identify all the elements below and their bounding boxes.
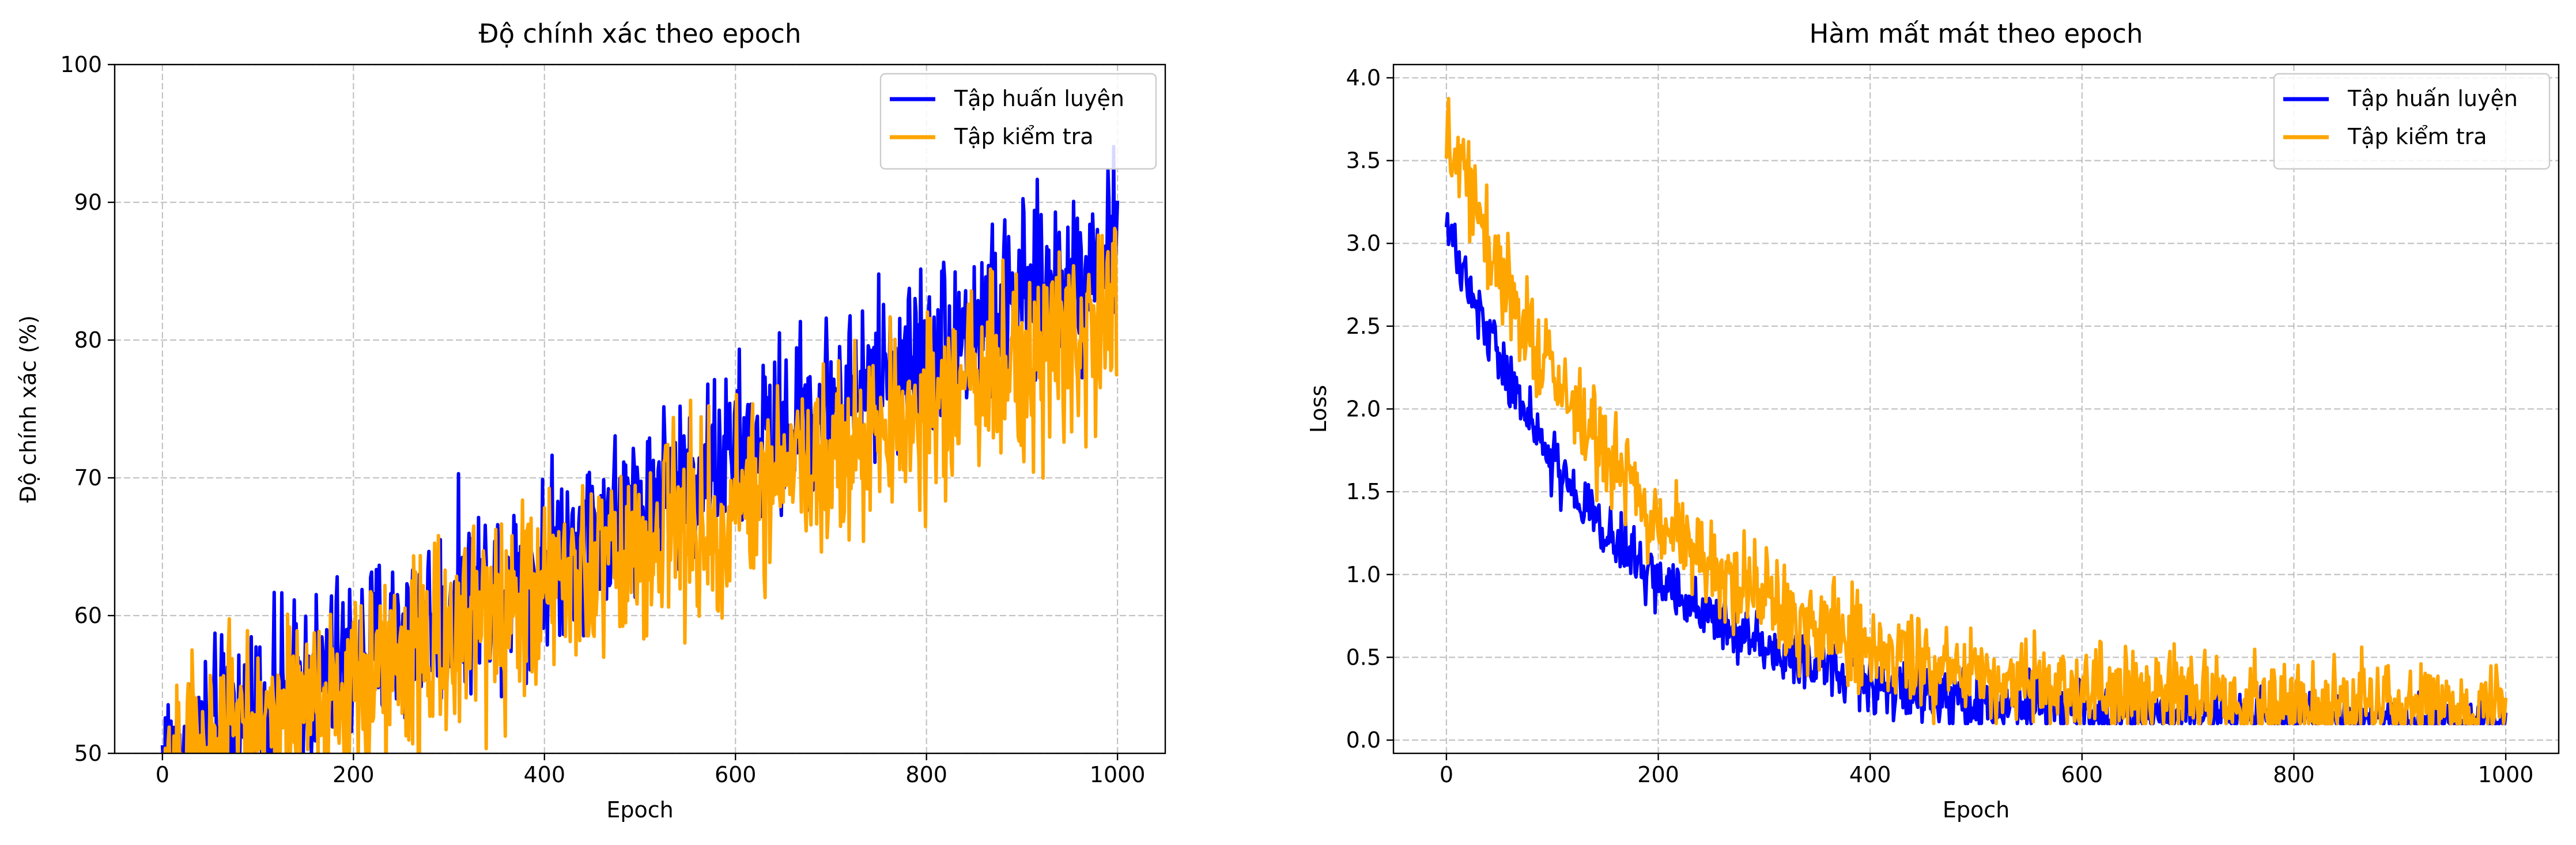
x-tick-label: 0 <box>1440 762 1453 787</box>
x-tick-label: 0 <box>156 762 169 787</box>
axes-frame <box>114 63 1166 755</box>
y-tick-label: 90 <box>74 190 102 215</box>
x-tick-label: 200 <box>1637 762 1679 787</box>
x-tick-label: 400 <box>1849 762 1891 787</box>
y-tick-label: 0.5 <box>1346 644 1381 670</box>
y-tick-label: 2.0 <box>1346 397 1381 422</box>
x-tick-label: 200 <box>333 762 375 787</box>
legend: Tập huấn luyện Tập kiểm tra <box>879 73 1157 170</box>
x-tick-label: 800 <box>2273 762 2315 787</box>
legend: Tập huấn luyện Tập kiểm tra <box>2273 73 2551 170</box>
x-tick-label: 600 <box>715 762 757 787</box>
y-tick-label: 80 <box>74 327 102 353</box>
x-tick-label: 1000 <box>1090 762 1146 787</box>
y-tick-label: 100 <box>60 52 102 77</box>
legend-label: Tập kiểm tra <box>954 124 1094 149</box>
y-tick-label: 1.0 <box>1346 562 1381 587</box>
y-tick-label: 3.0 <box>1346 231 1381 256</box>
legend-label: Tập huấn luyện <box>954 86 1124 111</box>
x-tick-label: 400 <box>524 762 566 787</box>
y-tick-label: 50 <box>74 741 102 766</box>
chart-title: Hàm mất mát theo epoch <box>1809 18 2143 49</box>
legend-label: Tập kiểm tra <box>2347 124 2487 149</box>
x-axis-label: Epoch <box>1943 797 2010 823</box>
grid <box>1393 65 2559 753</box>
x-axis-label: Epoch <box>606 797 673 823</box>
x-tick-label: 600 <box>2061 762 2103 787</box>
y-tick-label: 60 <box>74 603 102 628</box>
x-tick-label: 1000 <box>2478 762 2534 787</box>
series-lines <box>160 145 1120 753</box>
chart-title: Độ chính xác theo epoch <box>479 18 802 49</box>
y-tick-label: 1.5 <box>1346 479 1381 504</box>
series-lines <box>1444 97 2508 726</box>
y-axis-label: Loss <box>1306 385 1331 433</box>
legend-box <box>879 73 1157 170</box>
series-line-test <box>1444 97 2508 726</box>
accuracy-chart: 0 200 400 600 800 1000 50 60 70 80 90 100 Độ chính x… <box>16 18 1166 823</box>
series-line-test <box>163 227 1119 753</box>
x-tick-label: 800 <box>905 762 947 787</box>
y-tick-label: 2.5 <box>1346 314 1381 339</box>
legend-box <box>2273 73 2551 170</box>
y-tick-label: 70 <box>74 465 102 491</box>
legend-label: Tập huấn luyện <box>2347 86 2518 111</box>
y-tick-label: 4.0 <box>1346 65 1381 90</box>
loss-chart: 0 200 400 600 800 1000 0.0 0.5 1.0 1.5 2.0 2.5 3.0 3.… <box>1306 18 2560 823</box>
y-axis-label: Độ chính xác (%) <box>16 315 41 503</box>
y-tick-label: 3.5 <box>1346 148 1381 173</box>
y-tick-label: 0.0 <box>1346 727 1381 753</box>
